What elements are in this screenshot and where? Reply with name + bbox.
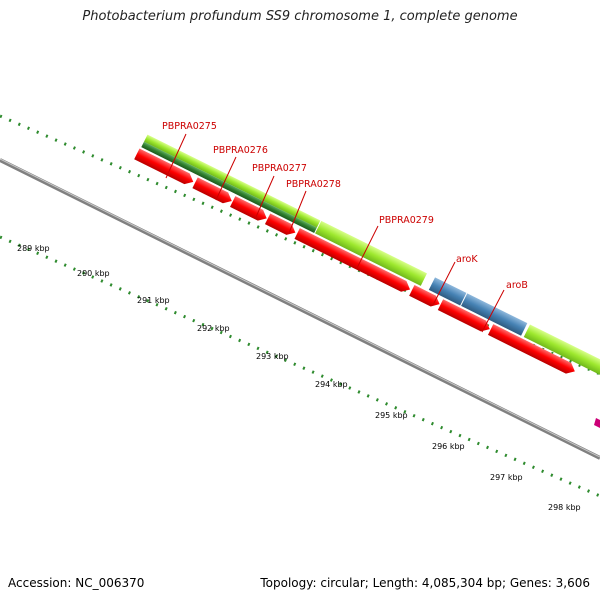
gene-label-leader: [432, 261, 456, 306]
scale-label: 297 kbp: [490, 473, 523, 482]
gene-label-arob[interactable]: aroB: [506, 280, 528, 291]
gene-label-leader: [481, 289, 505, 333]
cds-arrow-arob[interactable]: [437, 299, 493, 334]
scale-label: 296 kbp: [432, 442, 465, 451]
genome-backbone-highlight: [0, 158, 600, 458]
scale-label: 291 kbp: [137, 296, 170, 305]
genome-backbone: [0, 158, 600, 460]
scale-label: 298 kbp: [548, 503, 581, 512]
scale-label: 290 kbp: [77, 269, 110, 278]
gene-label-pbpra0276[interactable]: PBPRA0276: [213, 145, 268, 156]
cds-arrow-right[interactable]: [487, 324, 578, 377]
gene-label-leader: [215, 156, 237, 201]
cds-arrow-pbpra0279[interactable]: [294, 228, 413, 295]
gene-label-pbpra0275[interactable]: PBPRA0275: [162, 121, 217, 132]
gene-label-pbpra0278[interactable]: PBPRA0278: [286, 179, 341, 190]
gene-block-lime-pbpra0279[interactable]: [315, 220, 427, 286]
scale-label: 295 kbp: [375, 411, 408, 420]
gene-block-lime-right[interactable]: [523, 324, 600, 384]
cds-arrow-arok[interactable]: [409, 285, 442, 310]
gene-label-leader: [356, 225, 379, 269]
gene-label-leader: [288, 190, 307, 234]
gene-block-steelblue-arok[interactable]: [428, 277, 467, 306]
gene-label-leader: [255, 175, 275, 218]
gene-block-darkgreen-pbpra0276[interactable]: [141, 141, 317, 233]
gene-label-arok[interactable]: aroK: [456, 254, 478, 265]
gene-label-pbpra0277[interactable]: PBPRA0277: [252, 163, 307, 174]
cds-arrow-pbpra0276[interactable]: [192, 177, 234, 206]
topology-summary-text: Topology: circular; Length: 4,085,304 bp…: [260, 576, 590, 590]
gene-block-magenta[interactable]: [594, 418, 600, 428]
scale-label: 292 kbp: [197, 324, 230, 333]
gene-label-pbpra0279[interactable]: PBPRA0279: [379, 215, 434, 226]
gene-block-steelblue-arob[interactable]: [461, 293, 528, 336]
map-title: Photobacterium profundum SS9 chromosome …: [82, 9, 518, 24]
accession-text: Accession: NC_006370: [8, 576, 145, 590]
scale-label: 289 kbp: [17, 244, 50, 253]
scale-label: 294 kbp: [315, 380, 348, 389]
gene-block-lime-pbpra0275[interactable]: [143, 134, 321, 228]
gene-label-leader: [165, 133, 187, 179]
scale-label: 293 kbp: [256, 352, 289, 361]
cds-arrow-pbpra0275[interactable]: [134, 148, 196, 188]
cds-arrow-pbpra0278[interactable]: [264, 213, 298, 238]
